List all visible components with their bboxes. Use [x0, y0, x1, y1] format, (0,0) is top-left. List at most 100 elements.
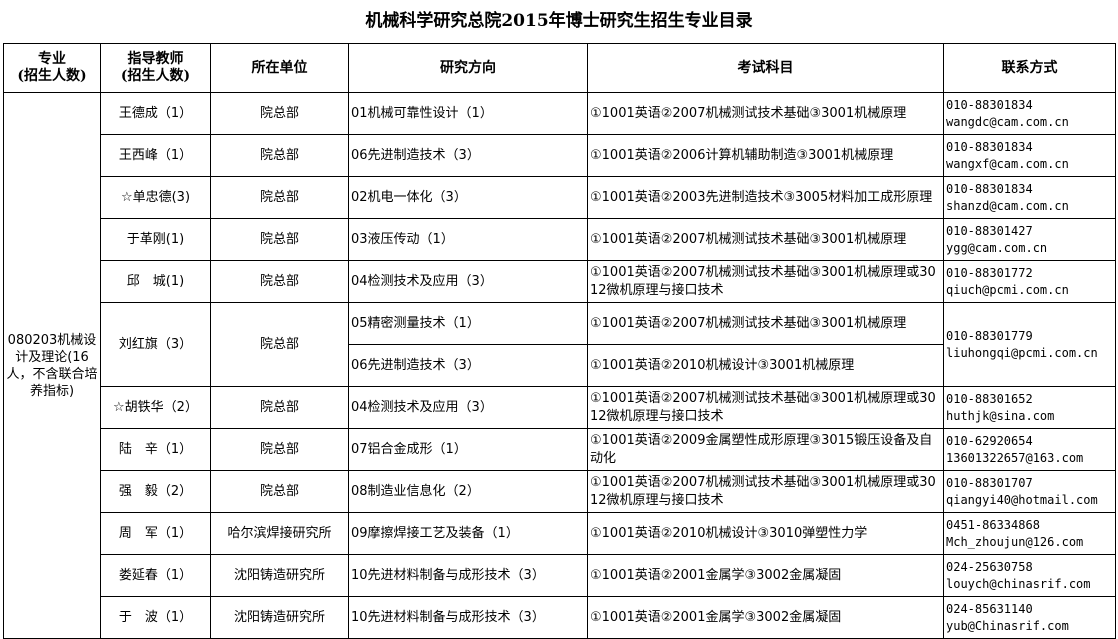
contact-cell: 024-25630758 louych@chinasrif.com [943, 554, 1116, 597]
unit-cell: 院总部 [210, 260, 349, 303]
direction-cell: 02机电一体化（3） [348, 176, 588, 219]
contact-email: liuhongqi@pcmi.com.cn [946, 345, 1098, 360]
unit-cell: 院总部 [210, 302, 349, 387]
exam-cell: ①1001英语②2007机械测试技术基础③3001机械原理或3012微机原理与接… [587, 386, 944, 429]
contact-email: louych@chinasrif.com [946, 576, 1091, 591]
contact-email: yub@Chinasrif.com [946, 618, 1069, 633]
unit-cell: 院总部 [210, 176, 349, 219]
unit-cell: 院总部 [210, 134, 349, 177]
exam-cell: ①1001英语②2001金属学③3002金属凝固 [587, 596, 944, 639]
contact-cell: 010-88301834 shanzd@cam.com.cn [943, 176, 1116, 219]
table-row: 强 毅（2） 院总部 08制造业信息化（2） ①1001英语②2007机械测试技术基础… [4, 470, 1116, 513]
contact-cell: 010-88301834 wangxf@cam.com.cn [943, 134, 1116, 177]
exam-cell: ①1001英语②2007机械测试技术基础③3001机械原理或3012微机原理与接… [587, 470, 944, 513]
exam-cell: ①1001英语②2006计算机辅助制造③3001机械原理 [587, 134, 944, 177]
contact-phone: 010-88301834 [946, 181, 1033, 196]
table-row: 周 军（1） 哈尔滨焊接研究所 09摩擦焊接工艺及装备（1） ①1001英语②2010… [4, 512, 1116, 555]
table-row: 娄延春（1） 沈阳铸造研究所 10先进材料制备与成形技术（3） ①1001英语②200… [4, 554, 1116, 597]
direction-cell: 06先进制造技术（3） [348, 134, 588, 177]
direction-cell: 06先进制造技术（3） [348, 344, 588, 387]
exam-cell: ①1001英语②2010机械设计③3001机械原理 [587, 344, 944, 387]
direction-cell: 05精密测量技术（1） [348, 302, 588, 345]
table-row: 080203机械设计及理论(16人，不含联合培养指标) 王德成（1） 院总部 01机械… [3, 92, 1116, 639]
contact-phone: 010-88301772 [946, 265, 1033, 280]
contact-cell: 024-85631140 yub@Chinasrif.com [943, 596, 1116, 639]
contact-email: qiuch@pcmi.com.cn [946, 282, 1069, 297]
contact-cell: 010-88301772 qiuch@pcmi.com.cn [943, 260, 1116, 303]
contact-email: ygg@cam.com.cn [946, 240, 1048, 255]
direction-cell: 01机械可靠性设计（1） [348, 92, 588, 135]
exam-cell: ①1001英语②2001金属学③3002金属凝固 [587, 554, 944, 597]
contact-email: Mch_zhoujun@126.com [946, 534, 1084, 549]
contact-phone: 010-62920654 [946, 433, 1033, 448]
exam-cell: ①1001英语②2007机械测试技术基础③3001机械原理或3012微机原理与接… [587, 260, 944, 303]
contact-phone: 010-88301707 [946, 475, 1033, 490]
header-major: 专业 (招生人数) [3, 43, 101, 93]
table-row: ☆单忠德(3) 院总部 02机电一体化（3） ①1001英语②2003先进制造技术③3… [4, 176, 1116, 219]
table-row: ☆胡铁华（2） 院总部 04检测技术及应用（3） ①1001英语②2007机械测试技术… [4, 386, 1116, 429]
advisor-cell: 王西峰（1） [100, 134, 211, 177]
advisor-cell: ☆胡铁华（2） [100, 386, 211, 429]
direction-cell: 04检测技术及应用（3） [348, 386, 588, 429]
exam-cell: ①1001英语②2007机械测试技术基础③3001机械原理 [587, 218, 944, 261]
advisor-cell: 邱 城(1) [100, 260, 211, 303]
table-row: 于革刚(1) 院总部 03液压传动（1） ①1001英语②2007机械测试技术基础③3… [4, 218, 1116, 261]
contact-cell: 010-88301779 liuhongqi@pcmi.com.cn [943, 302, 1116, 387]
contact-email: wangdc@cam.com.cn [946, 114, 1069, 129]
unit-cell: 院总部 [210, 428, 349, 471]
contact-cell: 010-88301652 huthjk@sina.com [943, 386, 1116, 429]
unit-cell: 沈阳铸造研究所 [210, 554, 349, 597]
contact-email: huthjk@sina.com [946, 408, 1055, 423]
contact-email: wangxf@cam.com.cn [946, 156, 1069, 171]
exam-cell: ①1001英语②2010机械设计③3010弹塑性力学 [587, 512, 944, 555]
contact-phone: 0451-86334868 [946, 517, 1040, 532]
direction-cell: 09摩擦焊接工艺及装备（1） [348, 512, 588, 555]
contact-email: 13601322657@163.com [946, 450, 1084, 465]
direction-cell: 07铝合金成形（1） [348, 428, 588, 471]
table-row: 于 波（1） 沈阳铸造研究所 10先进材料制备与成形技术（3） ①1001英语②200… [4, 596, 1116, 639]
header-unit: 所在单位 [210, 43, 349, 93]
contact-email: shanzd@cam.com.cn [946, 198, 1069, 213]
major-cell: 080203机械设计及理论(16人，不含联合培养指标) [3, 92, 101, 639]
contact-phone: 010-88301779 [946, 328, 1033, 343]
exam-cell: ①1001英语②2007机械测试技术基础③3001机械原理 [587, 92, 944, 135]
page-title: 机械科学研究总院2015年博士研究生招生专业目录 [365, 11, 753, 31]
contact-phone: 010-88301834 [946, 139, 1033, 154]
contact-phone: 024-25630758 [946, 559, 1033, 574]
table-row: 陆 辛（1） 院总部 07铝合金成形（1） ①1001英语②2009金属塑性成形原理③… [4, 428, 1116, 471]
program-table: 专业 (招生人数) 指导教师 (招生人数) 所在单位 研究方向 考试科目 联系方式 … [3, 43, 1116, 639]
advisor-cell: 陆 辛（1） [100, 428, 211, 471]
advisor-cell: 于革刚(1) [100, 218, 211, 261]
table-row: 刘红旗（3） 院总部 05精密测量技术（1） ①1001英语②2007机械测试技术基础… [4, 302, 1116, 387]
advisor-cell: 于 波（1） [100, 596, 211, 639]
header-exam: 考试科目 [587, 43, 944, 93]
contact-phone: 010-88301427 [946, 223, 1033, 238]
unit-cell: 哈尔滨焊接研究所 [210, 512, 349, 555]
header-row: 专业 (招生人数) 指导教师 (招生人数) 所在单位 研究方向 考试科目 联系方式 [3, 43, 1116, 93]
table-row: 王西峰（1） 院总部 06先进制造技术（3） ①1001英语②2006计算机辅助制造③… [4, 134, 1116, 177]
direction-cell: 10先进材料制备与成形技术（3） [348, 554, 588, 597]
exam-cell: ①1001英语②2003先进制造技术③3005材料加工成形原理 [587, 176, 944, 219]
advisor-cell: 刘红旗（3） [100, 302, 211, 387]
advisor-cell: 娄延春（1） [100, 554, 211, 597]
contact-cell: 010-62920654 13601322657@163.com [943, 428, 1116, 471]
contact-cell: 010-88301834 wangdc@cam.com.cn [943, 92, 1116, 135]
table-row: 邱 城(1) 院总部 04检测技术及应用（3） ①1001英语②2007机械测试技术基… [4, 260, 1116, 303]
contact-cell: 010-88301707 qiangyi40@hotmail.com [943, 470, 1116, 513]
contact-phone: 010-88301834 [946, 97, 1033, 112]
unit-cell: 院总部 [210, 218, 349, 261]
contact-cell: 0451-86334868 Mch_zhoujun@126.com [943, 512, 1116, 555]
header-advisor: 指导教师 (招生人数) [100, 43, 211, 93]
contact-phone: 024-85631140 [946, 601, 1033, 616]
contact-phone: 010-88301652 [946, 391, 1033, 406]
unit-cell: 院总部 [210, 470, 349, 513]
direction-cell: 03液压传动（1） [348, 218, 588, 261]
direction-cell: 10先进材料制备与成形技术（3） [348, 596, 588, 639]
contact-cell: 010-88301427 ygg@cam.com.cn [943, 218, 1116, 261]
table-row: 06先进制造技术（3） ①1001英语②2010机械设计③3001机械原理 [4, 344, 1116, 387]
advisor-cell: 强 毅（2） [100, 470, 211, 513]
contact-email: qiangyi40@hotmail.com [946, 492, 1098, 507]
advisor-cell: 王德成（1） [100, 92, 211, 135]
unit-cell: 沈阳铸造研究所 [210, 596, 349, 639]
advisor-cell: ☆单忠德(3) [100, 176, 211, 219]
